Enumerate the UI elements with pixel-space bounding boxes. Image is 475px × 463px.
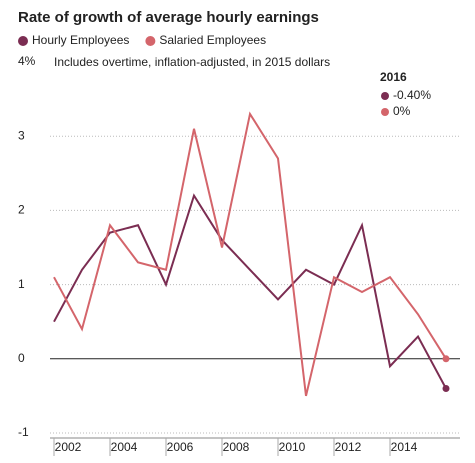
end-point (442, 355, 450, 363)
chart-title: Rate of growth of average hourly earning… (18, 9, 319, 26)
legend-label: Salaried Employees (159, 33, 266, 47)
x-tick-label: 2006 (167, 440, 194, 454)
series-line (53, 111, 447, 397)
y-tick-label: 3 (18, 128, 25, 142)
x-tick-label: 2010 (279, 440, 306, 454)
x-tick-label: 2014 (391, 440, 418, 454)
legend-marker (145, 36, 156, 46)
annotation-title: 2016 (380, 70, 407, 84)
value-label: 0% (393, 104, 411, 118)
note: Includes overtime, inflation-adjusted, i… (54, 55, 330, 69)
y-tick-label: -1 (18, 425, 29, 439)
legend-label: Hourly Employees (32, 33, 129, 47)
legend-marker (18, 36, 28, 46)
x-tick-label: 2008 (223, 440, 250, 454)
y-tick-label: 0 (18, 351, 25, 365)
x-tick-label: 2004 (111, 440, 138, 454)
value-label: -0.40% (393, 88, 431, 102)
x-tick-label: 2002 (55, 440, 82, 454)
y-tick-label: 1 (18, 277, 25, 291)
y-tick-label: 4% (18, 54, 36, 68)
series-line (53, 193, 447, 389)
y-tick-label: 2 (18, 203, 25, 217)
end-point (442, 384, 450, 392)
annotation-marker (381, 92, 389, 100)
x-tick-label: 2012 (335, 440, 362, 454)
annotation-marker (381, 108, 389, 116)
